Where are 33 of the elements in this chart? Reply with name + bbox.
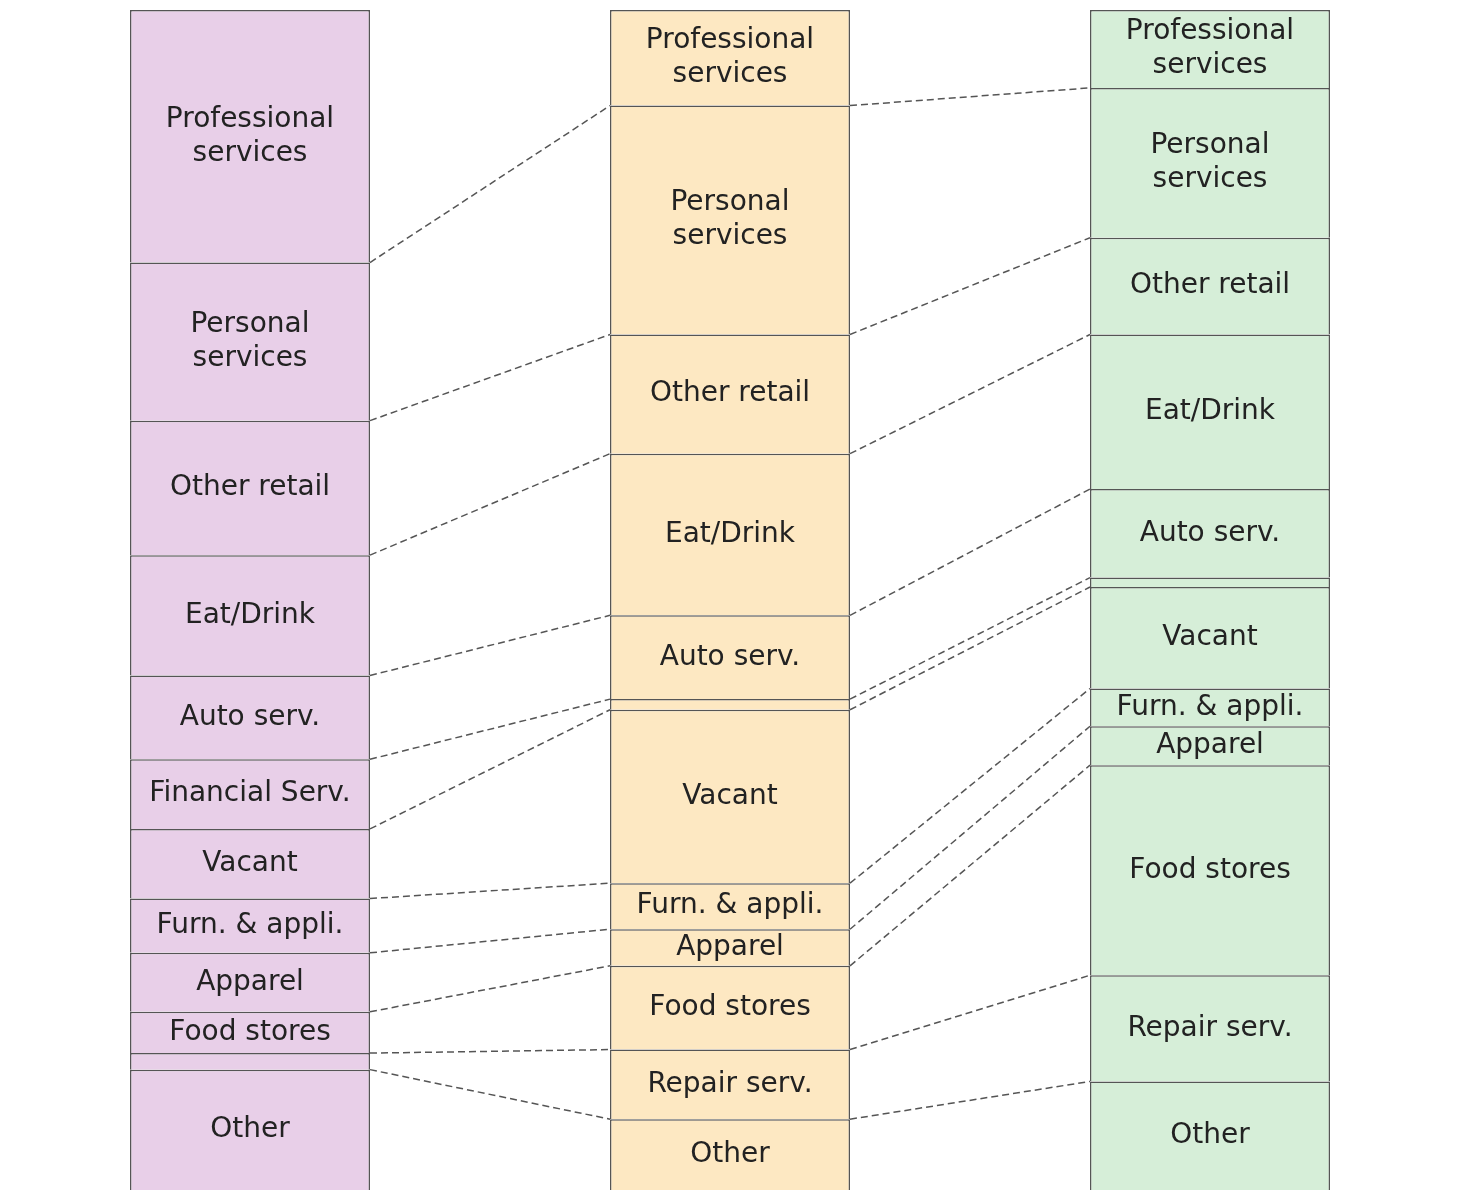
series-label: Financial Serv. [149, 775, 351, 809]
text: Personal services [670, 184, 790, 252]
series-label: Professional services [1125, 13, 1295, 81]
text: Vacant [1162, 619, 1258, 653]
text: Other [1170, 1117, 1250, 1150]
series-label: Auto serv. [659, 638, 801, 672]
series-label: Furn. & appli. [1116, 688, 1304, 722]
text: Other retail [169, 469, 331, 503]
text: Auto serv. [179, 698, 321, 732]
text: Vacant [682, 777, 778, 811]
series-label: Other retail [1129, 267, 1291, 301]
text: Professional services [645, 22, 815, 90]
text: Apparel [196, 963, 304, 997]
series-label: Apparel [1156, 727, 1264, 761]
text: Repair serv. [1127, 1009, 1293, 1043]
text: Furn. & appli. [156, 906, 344, 940]
text: Apparel [676, 928, 784, 962]
series-label: Other [690, 1135, 771, 1169]
text: Eat/Drink [1144, 393, 1276, 427]
series-label: Food stores [169, 1013, 331, 1047]
text: Professional services [165, 100, 335, 168]
series-label: Personal services [1150, 127, 1270, 195]
text: Food stores [649, 988, 811, 1022]
text: Furn. & appli. [636, 887, 824, 921]
series-label: Repair serv. [647, 1065, 813, 1099]
series-label: Vacant [202, 845, 298, 879]
text: Other retail [649, 375, 811, 409]
text: Eat/Drink [664, 515, 796, 549]
text: Food stores [1129, 851, 1291, 885]
series-label: Eat/Drink [184, 596, 316, 630]
text: Auto serv. [1139, 514, 1281, 548]
text: Other [210, 1111, 290, 1145]
text: Personal services [190, 305, 310, 373]
